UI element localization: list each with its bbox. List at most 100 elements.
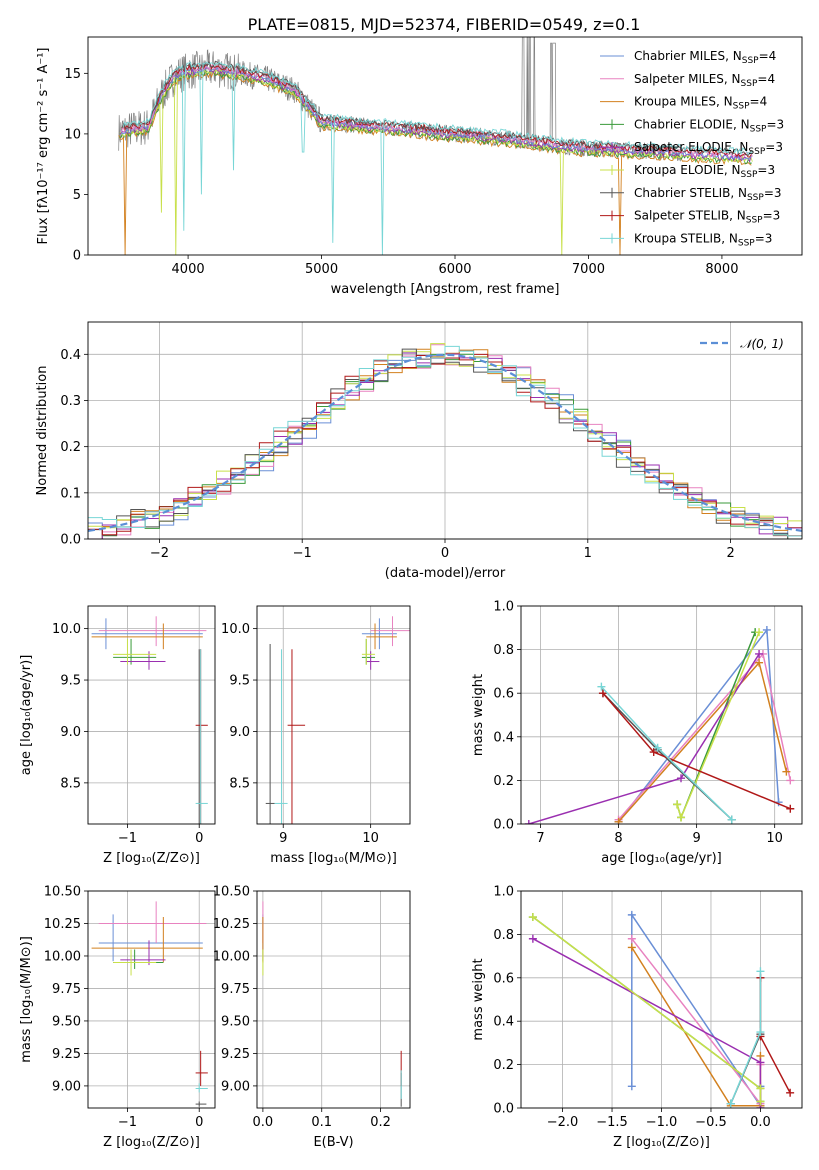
axes-frame (256, 890, 411, 1109)
x-tick-label: 2 (726, 546, 734, 561)
x-tick-label: 1 (584, 546, 592, 561)
legend-label: Salpeter MILES, NSSP=4 (634, 72, 775, 89)
axes-frame (87, 890, 216, 1109)
legend-label: Chabrier ELODIE, NSSP=3 (634, 117, 784, 134)
x-tick-label: 0.0 (253, 1115, 274, 1130)
histogram-legend: 𝒩(0, 1) (700, 337, 784, 351)
y-tick-label: 9.25 (221, 1047, 250, 1062)
y-tick-label: 9.00 (52, 1079, 81, 1094)
x-tick-label: 0 (195, 1115, 203, 1130)
plot-area (88, 343, 802, 539)
y-tick-label: 0.1 (60, 486, 81, 501)
y-tick-label: 0.2 (60, 440, 81, 455)
x-tick-label: 7000 (572, 262, 605, 277)
y-tick-label: 10.00 (213, 949, 250, 964)
axes-frame (520, 605, 803, 825)
x-axis-label: (data-model)/error (385, 566, 506, 581)
plot-area (262, 901, 402, 1107)
x-tick-label: 9 (692, 831, 700, 846)
y-tick-label: 15 (64, 67, 81, 82)
y-tick-label: 10.00 (44, 949, 81, 964)
y-tick-label: 0.4 (493, 730, 514, 745)
weight-point-salpeter_elodie (677, 774, 686, 783)
legend-label: Kroupa MILES, NSSP=4 (634, 95, 767, 112)
weight-point-kroupa_elodie (756, 1097, 765, 1106)
x-tick-label: −1 (293, 546, 312, 561)
weight-point-salpeter_stelib (786, 1088, 795, 1097)
spectrum-model-chabrier_elodie (119, 69, 752, 165)
spectrum-model-kroupa_stelib (122, 61, 753, 255)
x-axis-label: mass [log₁₀(M/M⊙)] (270, 851, 397, 866)
weight-point-salpeter_stelib (598, 689, 607, 698)
spectrum-model-salpeter_stelib (121, 62, 752, 158)
legend-label: Salpeter STELIB, NSSP=3 (634, 209, 780, 226)
weight-point-kroupa_elodie (528, 913, 537, 922)
y-tick-label: 10.25 (44, 917, 81, 932)
weight-point-salpeter_elodie (756, 1058, 765, 1067)
weight-point-chabrier_miles (762, 625, 771, 634)
y-tick-label: 8.5 (60, 776, 81, 791)
plot-area (118, 37, 753, 255)
x-tick-label: 9 (279, 831, 287, 846)
panel-weight_vs_age: 7 8 9 10 0.0 0.2 0.4 0.6 0.8 1.0 age [log₁₀(age/yr… (471, 600, 803, 866)
histogram-kroupa_stelib (88, 345, 802, 537)
x-tick-label: 10 (362, 831, 379, 846)
y-tick-label: 9.75 (221, 982, 250, 997)
x-tick-label: −1 (118, 831, 137, 846)
weight-point-kroupa_stelib (756, 1028, 765, 1037)
panel-residual_histogram: −2 −1 0 1 2 0.0 0.1 0.2 0.3 0.4 (data-model)/error… (35, 321, 803, 581)
y-tick-label: 8.5 (229, 776, 250, 791)
x-axis-label: E(B-V) (313, 1135, 353, 1150)
x-tick-label: 0.0 (750, 1115, 771, 1130)
x-tick-label: −1.5 (596, 1115, 628, 1130)
plot-area (91, 901, 208, 1107)
y-tick-label: 9.0 (229, 725, 250, 740)
x-tick-label: 0 (441, 546, 449, 561)
panel-mass_vs_Z: −1 0 9.00 9.25 9.50 9.75 10.00 10.25 10.50 Z [log… (19, 885, 216, 1150)
panel-mass_vs_ebv: 0.0 0.1 0.2 9.00 9.25 9.50 9.75 10.00 10.25 10.50… (213, 885, 411, 1150)
plot-area (265, 616, 410, 824)
plot-area (524, 625, 795, 824)
y-tick-label: 0.0 (493, 1102, 514, 1117)
legend-label: Chabrier MILES, NSSP=4 (634, 49, 776, 66)
y-tick-label: 0.4 (60, 348, 81, 363)
weight-point-kroupa_miles (627, 943, 636, 952)
y-tick-label: 0.6 (493, 971, 514, 986)
y-axis-label: mass weight (471, 958, 486, 1040)
x-tick-label: −1.0 (646, 1115, 678, 1130)
panel-spectrum: 4000 5000 6000 7000 8000 0 5 10 15 wavelength [An… (36, 36, 803, 297)
legend-label: Kroupa ELODIE, NSSP=3 (634, 163, 775, 180)
axes-frame (87, 605, 216, 825)
weight-point-chabrier_miles (627, 1082, 636, 1091)
y-axis-label: Flux [fλ10⁻¹⁷ erg cm⁻² s⁻¹ A⁻¹] (36, 48, 51, 245)
axes-frame (520, 890, 803, 1109)
weight-point-salpeter_elodie (524, 820, 533, 824)
x-axis-label: Z [log₁₀(Z/Z⊙)] (103, 851, 200, 866)
panel-weight_vs_Z: −2.0 −1.5 −1.0 −0.5 0.0 0.0 0.2 0.4 0.6 0.8 1.0 Z [… (471, 885, 803, 1150)
y-tick-label: 9.75 (52, 982, 81, 997)
plot-area (91, 616, 208, 824)
x-tick-label: 0 (195, 831, 203, 846)
y-tick-label: 10.0 (221, 622, 250, 637)
x-tick-label: −1 (118, 1115, 137, 1130)
y-tick-label: 9.50 (221, 1014, 250, 1029)
figure-title: PLATE=0815, MJD=52374, FIBERID=0549, z=0… (248, 15, 641, 34)
x-tick-label: 7 (536, 831, 544, 846)
y-tick-label: 0.8 (493, 643, 514, 658)
y-tick-label: 0.2 (493, 774, 514, 789)
panel-age_vs_Z: −1 0 8.5 9.0 9.5 10.0 Z [log₁₀(Z/Z⊙)] age [log₁… (19, 605, 216, 866)
x-tick-label: 0.2 (370, 1115, 391, 1130)
weight-point-kroupa_stelib (597, 682, 606, 691)
y-tick-label: 1.0 (493, 885, 514, 900)
x-tick-label: 5000 (305, 262, 338, 277)
y-tick-label: 9.50 (52, 1014, 81, 1029)
legend-label: Kroupa STELIB, NSSP=3 (634, 231, 772, 248)
x-tick-label: 4000 (172, 262, 205, 277)
y-tick-label: 0.8 (493, 928, 514, 943)
normal-curve (88, 353, 802, 532)
weight-point-salpeter_elodie (528, 934, 537, 943)
weight-point-salpeter_elodie (755, 649, 764, 658)
y-tick-label: 10.25 (213, 917, 250, 932)
y-tick-label: 0.2 (493, 1058, 514, 1073)
